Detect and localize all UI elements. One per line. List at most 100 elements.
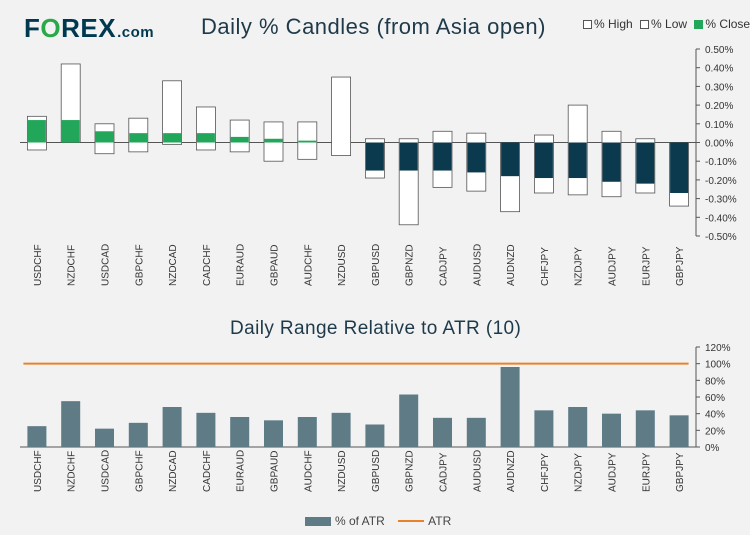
atr-bar	[162, 407, 182, 447]
candle-range-box	[331, 76, 352, 156]
legend-swatch-low	[640, 20, 650, 29]
atr-bar	[433, 417, 452, 447]
atr-y-tick-label: 20%	[705, 426, 725, 437]
candles-x-tick-label: CADCHF	[202, 244, 213, 286]
atr-y-tick-label: 40%	[705, 410, 725, 421]
candle-range-box	[162, 80, 183, 145]
candles-y-tick-label: 0.50%	[705, 45, 733, 56]
atr-x-tick-label: AUDJPY	[608, 452, 619, 492]
atr-y-tick-label: 120%	[705, 343, 731, 354]
atr-x-tick-label: AUDNZD	[506, 450, 517, 492]
candles-x-tick-label: EURJPY	[641, 246, 652, 286]
legend-label-low: % Low	[651, 17, 688, 31]
atr-bar	[230, 417, 250, 447]
candles-y-tick-label: -0.20%	[705, 176, 737, 187]
atr-x-tick-label: AUDCHF	[303, 450, 314, 492]
atr-x-tick-label: USDCHF	[33, 450, 44, 492]
atr-chart-title: Daily Range Relative to ATR (10)	[230, 318, 522, 339]
candles-y-tick-label: -0.40%	[705, 213, 737, 224]
atr-x-tick-label: AUDUSD	[472, 450, 483, 492]
atr-x-tick-label: EURJPY	[641, 452, 652, 492]
atr-x-tick-label: NZDUSD	[337, 450, 348, 492]
atr-x-tick-label: CHFJPY	[540, 453, 551, 492]
candles-y-tick-label: 0.30%	[705, 82, 733, 93]
atr-bar	[635, 410, 655, 447]
candle-close-body	[61, 120, 80, 143]
candles-x-tick-label: NZDCHF	[67, 245, 78, 286]
atr-legend: % of ATR ATR	[305, 514, 461, 528]
atr-bar	[196, 412, 216, 447]
atr-y-tick-label: 80%	[705, 376, 725, 387]
legend-item-high: % High	[583, 17, 633, 31]
atr-bar	[61, 401, 81, 447]
atr-bar	[264, 420, 283, 447]
atr-bar	[534, 410, 554, 447]
atr-x-tick-label: CADCHF	[202, 450, 213, 492]
atr-x-tick-label: GBPJPY	[675, 452, 686, 492]
candle-close-body	[501, 142, 520, 177]
candle-close-body	[670, 142, 689, 193]
atr-x-tick-label: GBPUSD	[371, 450, 382, 492]
candles-chart-title: Daily % Candles (from Asia open)	[201, 14, 546, 39]
candle-close-body	[602, 142, 621, 182]
candle-close-body	[433, 142, 452, 171]
legend-label-atr-line: ATR	[428, 514, 452, 528]
candle-close-body	[95, 131, 114, 143]
atr-y-tick-label: 60%	[705, 393, 725, 404]
candles-legend: % High % Low % Close	[583, 17, 750, 31]
candles-x-tick-label: EURAUD	[236, 244, 247, 286]
atr-bar	[27, 426, 47, 447]
legend-label-high: % High	[594, 17, 633, 31]
atr-x-tick-label: GBPAUD	[270, 451, 281, 493]
candles-x-tick-label: GBPNZD	[405, 244, 416, 286]
atr-x-tick-label: EURAUD	[236, 450, 247, 492]
candle-range-box	[229, 119, 250, 153]
legend-swatch-high	[583, 20, 592, 29]
candles-x-tick-label: AUDNZD	[506, 244, 517, 286]
candles-x-tick-label: AUDJPY	[608, 246, 619, 286]
candles-x-tick-label: CHFJPY	[540, 247, 551, 286]
candles-x-tick-label: NZDCAD	[168, 244, 179, 286]
candles-x-tick-label: USDCAD	[101, 244, 112, 286]
atr-bar	[568, 407, 588, 447]
candles-y-tick-label: -0.10%	[705, 157, 737, 168]
candles-y-tick-label: 0.10%	[705, 120, 733, 131]
candles-chart: 0.50% 0.40% 0.30% 0.20% 0.10% 0.00% -0.10% -0.2…	[20, 45, 737, 286]
candles-y-tick-label: 0.40%	[705, 64, 733, 75]
atr-bar	[95, 428, 114, 447]
legend-label-close: % Close	[705, 17, 750, 31]
candles-y-tick-label: -0.50%	[705, 232, 737, 243]
atr-bar	[399, 394, 419, 447]
candles-x-tick-label: GBPAUD	[270, 245, 281, 287]
candle-close-body	[399, 142, 418, 171]
candle-close-body	[264, 138, 283, 143]
candles-y-tick-label: -0.30%	[705, 195, 737, 206]
forex-logo: FOREX.com	[24, 13, 155, 43]
atr-bar	[128, 422, 148, 447]
legend-label-atr-pct: % of ATR	[335, 514, 385, 528]
atr-bar	[602, 413, 621, 447]
candle-close-body	[467, 142, 486, 173]
candles-x-tick-label: CADJPY	[439, 246, 450, 286]
candles-y-tick-label: 0.00%	[705, 139, 733, 150]
candles-x-tick-label: USDCHF	[33, 244, 44, 286]
candles-x-tick-label: AUDUSD	[472, 244, 483, 286]
candles-x-tick-label: NZDUSD	[337, 244, 348, 286]
candles-x-tick-label: GBPJPY	[675, 246, 686, 286]
candle-close-body	[230, 136, 249, 143]
candle-close-body	[196, 133, 215, 143]
candle-close-body	[163, 133, 182, 143]
atr-bar	[331, 412, 351, 447]
legend-swatch-close	[694, 20, 704, 29]
legend-item-atr-line: ATR	[398, 514, 451, 528]
candle-close-body	[365, 142, 384, 171]
candles-x-tick-label: NZDJPY	[574, 247, 585, 286]
atr-bar	[365, 424, 385, 447]
legend-swatch-atr-line	[398, 520, 425, 522]
atr-x-tick-label: NZDCAD	[168, 450, 179, 492]
legend-item-low: % Low	[640, 17, 687, 31]
legend-swatch-atr-pct	[305, 517, 331, 526]
atr-x-tick-label: NZDJPY	[574, 453, 585, 492]
atr-bar	[669, 415, 689, 447]
